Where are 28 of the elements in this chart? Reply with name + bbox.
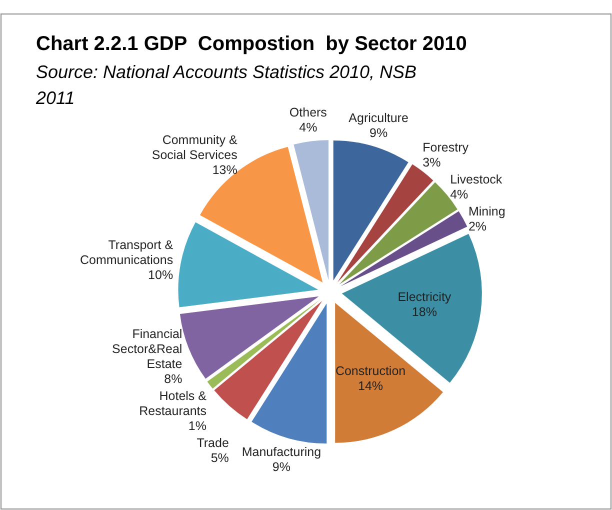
slice-label: Electricity xyxy=(398,290,452,304)
chart-title: Chart 2.2.1 GDP Compostion by Sector 2010 xyxy=(36,33,467,55)
data-label: 5% xyxy=(210,451,229,466)
slice-label: Others xyxy=(289,105,327,120)
slice-label: Hotels & Restaurants xyxy=(139,389,208,418)
data-label: 4% xyxy=(450,188,468,202)
slice-label: Construction xyxy=(335,364,406,378)
data-label: 4% xyxy=(299,120,318,134)
slice-label: Livestock xyxy=(450,172,503,187)
slice-label: Manufacturing xyxy=(242,445,322,460)
data-label: 14% xyxy=(358,379,384,394)
data-label: 2% xyxy=(468,220,487,234)
slice-label: Trade xyxy=(196,436,229,450)
data-label: 13% xyxy=(212,163,238,178)
slice-label: Financial Sector&Real Estate xyxy=(112,327,182,372)
slice-label: Forestry xyxy=(422,140,470,155)
data-label: 18% xyxy=(412,304,437,319)
chart-subtitle: Source: National Accounts Statistics 2010, NSB 2011 xyxy=(35,62,417,108)
slice-label: Mining xyxy=(468,204,506,219)
slice-label: Agriculture xyxy=(348,110,408,125)
data-label: 3% xyxy=(422,156,441,170)
data-label: 10% xyxy=(148,268,174,282)
slice-label: Community & Social Services xyxy=(152,133,238,162)
data-label: 9% xyxy=(272,460,290,474)
data-label: 8% xyxy=(164,372,182,386)
data-label: 1% xyxy=(188,419,207,434)
data-label: 9% xyxy=(370,126,388,140)
slice-label: Transport & Communications xyxy=(80,238,174,267)
